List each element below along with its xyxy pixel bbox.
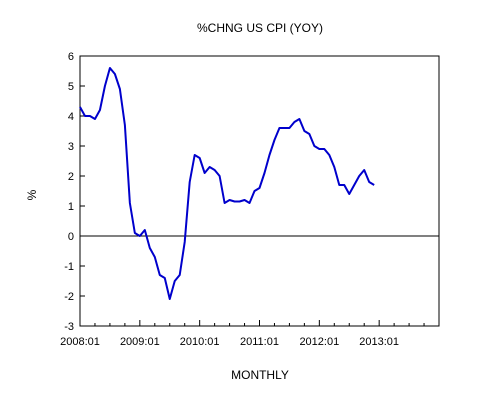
x-tick-label: 2009:01 <box>120 336 160 348</box>
x-axis-label: MONTHLY <box>231 368 289 382</box>
y-tick-label: 3 <box>68 141 74 153</box>
y-tick-label: 5 <box>68 81 74 93</box>
x-tick-label: 2012:01 <box>299 336 339 348</box>
y-axis-label: % <box>25 189 39 200</box>
y-tick-label: -2 <box>64 291 74 303</box>
series-line-0 <box>79 67 375 300</box>
x-tick-label: 2008:01 <box>60 336 100 348</box>
x-tick-label: 2013:01 <box>359 336 399 348</box>
series-layer <box>79 67 375 300</box>
y-tick-label: 0 <box>68 231 74 243</box>
y-tick-label: 1 <box>68 201 74 213</box>
plot-area <box>79 55 440 327</box>
y-tick-label: -3 <box>64 321 74 333</box>
y-axis: 6 5 4 3 2 1 0 -1 -2 -3 <box>64 51 85 333</box>
chart-title: %CHNG US CPI (YOY) <box>197 21 323 35</box>
y-tick-label: 4 <box>68 111 74 123</box>
x-tick-label: 2011:01 <box>240 336 279 348</box>
y-tick-label: 6 <box>68 51 74 63</box>
y-tick-label: -1 <box>64 261 74 273</box>
x-axis: 2008:01 2009:01 2010:01 2011:01 2012:01 2013:… <box>60 320 440 348</box>
x-tick-label: 2010:01 <box>180 336 220 348</box>
y-tick-label: 2 <box>68 171 74 183</box>
